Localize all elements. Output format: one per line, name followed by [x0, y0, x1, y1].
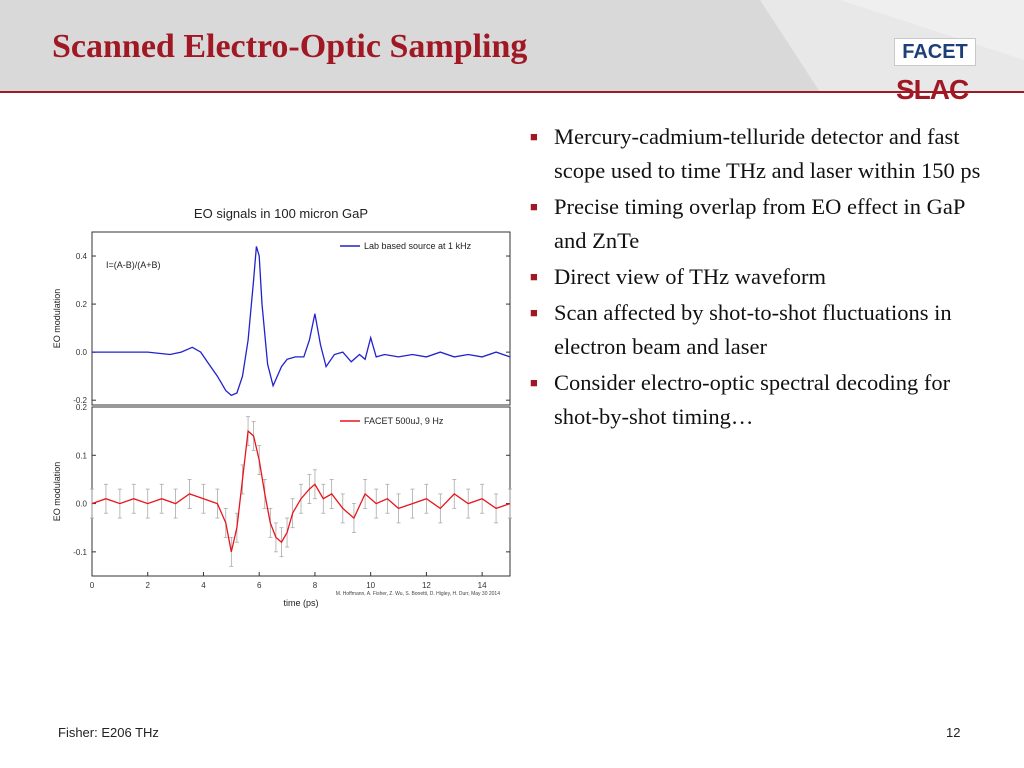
x-tick-label: 12	[422, 581, 431, 590]
chart-title: EO signals in 100 micron GaP	[194, 206, 368, 221]
header-divider	[0, 91, 1024, 93]
bullet-square-icon: ■	[530, 305, 538, 320]
page-number: 12	[946, 725, 961, 740]
bullet-square-icon: ■	[530, 375, 538, 390]
eo-chart-area: EO signals in 100 micron GaP -0.2 0.0 0.2 0.…	[48, 200, 518, 620]
bullet-item: ■ Precise timing overlap from EO effect i…	[530, 190, 990, 258]
y-tick-label: 0.0	[76, 500, 88, 509]
bullet-text: Direct view of THz waveform	[554, 264, 826, 289]
slide-title: Scanned Electro-Optic Sampling	[52, 28, 528, 65]
x-tick-label: 0	[90, 581, 95, 590]
x-axis-label: time (ps)	[283, 598, 318, 608]
y-tick-label: 0.2	[76, 300, 88, 309]
bullet-text: Scan affected by shot-to-shot fluctuatio…	[554, 300, 952, 359]
slide-header: Scanned Electro-Optic Sampling	[0, 0, 1024, 92]
series-line	[92, 246, 511, 397]
x-tick-label: 14	[478, 581, 487, 590]
bullet-text: Mercury-cadmium-telluride detector and f…	[554, 124, 981, 183]
header-decoration	[760, 0, 1024, 92]
x-tick-label: 6	[257, 581, 262, 590]
x-tick-label: 10	[366, 581, 375, 590]
bullet-item: ■ Consider electro-optic spectral decodin…	[530, 366, 990, 434]
y-tick-label: 0.1	[76, 451, 88, 460]
bullet-item: ■ Mercury-cadmium-telluride detector and …	[530, 120, 990, 188]
series-line	[91, 429, 511, 553]
bullet-item: ■ Direct view of THz waveform	[530, 260, 990, 294]
legend-label: Lab based source at 1 kHz	[364, 241, 472, 251]
facet-logo: FACET	[894, 38, 976, 66]
bullet-list: ■ Mercury-cadmium-telluride detector and …	[530, 120, 990, 436]
x-tick-label: 4	[201, 581, 206, 590]
y-tick-label: 0.2	[76, 403, 88, 412]
x-tick-label: 2	[146, 581, 151, 590]
y-tick-label: 0.0	[76, 348, 88, 357]
bullet-square-icon: ■	[530, 269, 538, 284]
footer-presenter: Fisher: E206 THz	[58, 725, 159, 740]
bullet-square-icon: ■	[530, 199, 538, 214]
bullet-text: Precise timing overlap from EO effect in…	[554, 194, 965, 253]
y-tick-label: 0.4	[76, 252, 88, 261]
legend-label: FACET 500uJ, 9 Hz	[364, 416, 444, 426]
plot-frame	[91, 231, 511, 406]
y-tick-label: -0.1	[73, 548, 87, 557]
bullet-square-icon: ■	[530, 129, 538, 144]
y-tick-label: -0.2	[73, 396, 87, 405]
chart-annotation: I=(A-B)/(A+B)	[106, 260, 161, 270]
chart-credit: M. Hoffmann, A. Fisher, Z. Wu, S. Bonett…	[336, 591, 500, 597]
bullet-text: Consider electro-optic spectral decoding…	[554, 370, 951, 429]
slac-logo: SLAC	[896, 74, 969, 105]
x-tick-label: 8	[313, 581, 318, 590]
y-axis-label: EO modulation	[52, 462, 62, 522]
eo-chart-svg: EO signals in 100 micron GaP -0.2 0.0 0.2 0.…	[52, 206, 512, 608]
bullet-item: ■ Scan affected by shot-to-shot fluctuati…	[530, 296, 990, 364]
y-axis-label: EO modulation	[52, 289, 62, 349]
